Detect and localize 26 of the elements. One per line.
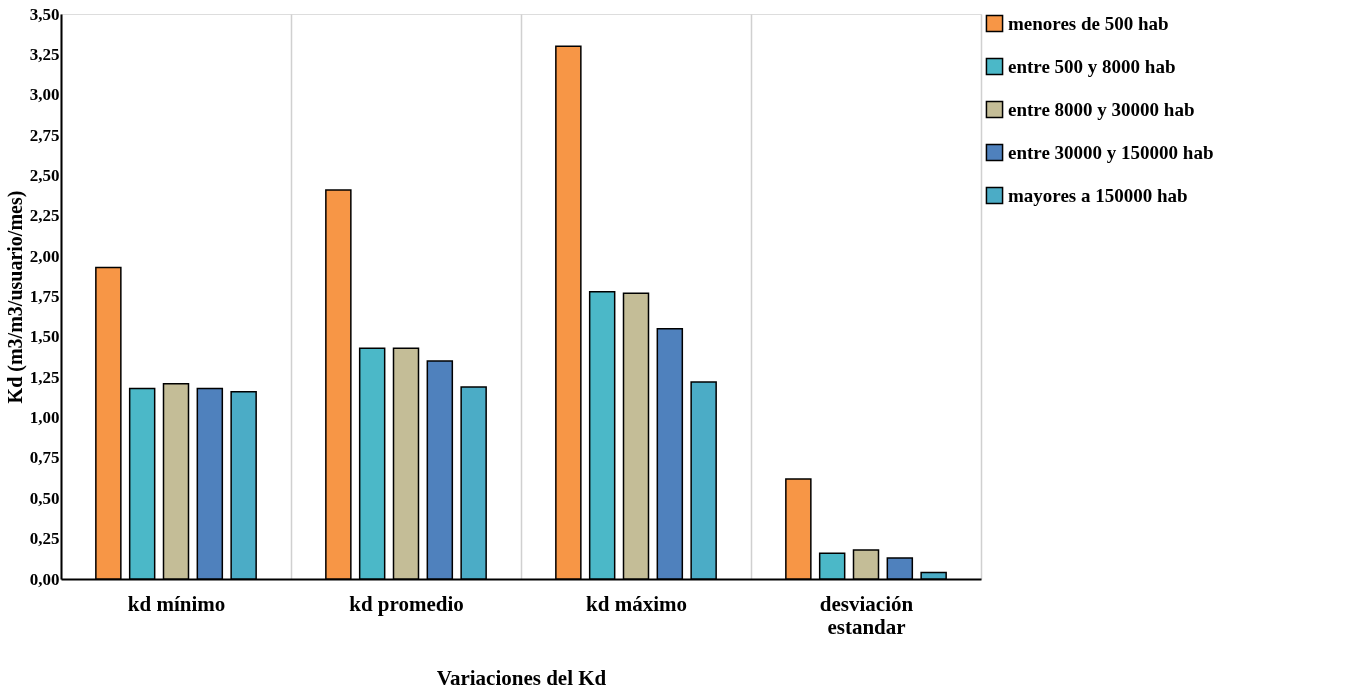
y-tick-label: 3,00 — [29, 85, 60, 105]
y-tick-label: 1,25 — [29, 367, 60, 387]
y-tick-label: 2,75 — [29, 125, 60, 145]
legend-label: entre 8000 y 30000 hab — [1008, 98, 1195, 120]
y-axis-title: Kd (m3/m3/usuario/mes) — [3, 190, 27, 404]
y-tick-label: 1,75 — [29, 287, 60, 306]
y-tick-label: 0,50 — [29, 488, 60, 508]
legend-label: entre 30000 y 150000 hab — [1008, 141, 1214, 163]
y-tick-label: 3,25 — [29, 44, 60, 64]
y-tick-label: 3,50 — [29, 4, 60, 24]
x-tick-label: desviación estandar — [819, 591, 914, 639]
y-tick-label: 0,00 — [29, 569, 60, 589]
x-tick-label: kd promedio — [349, 591, 464, 616]
legend-label: entre 500 y 8000 hab — [1008, 55, 1176, 77]
x-tick-label: kd mínimo — [127, 591, 226, 616]
y-tick-label: 0,75 — [29, 448, 60, 468]
y-tick-label: 0,25 — [29, 529, 60, 549]
y-tick-label: 2,50 — [29, 165, 60, 185]
y-tick-label: 2,25 — [29, 206, 60, 226]
x-axis-title: Variaciones del Kd — [436, 665, 607, 690]
x-tick-label: kd máximo — [586, 591, 687, 616]
y-tick-label: 1,00 — [29, 408, 60, 428]
legend-label: menores de 500 hab — [1008, 12, 1169, 34]
legend-label: mayores a 150000 hab — [1008, 184, 1188, 206]
y-tick-label: 1,50 — [29, 327, 60, 347]
y-tick-label: 2,00 — [29, 246, 60, 266]
